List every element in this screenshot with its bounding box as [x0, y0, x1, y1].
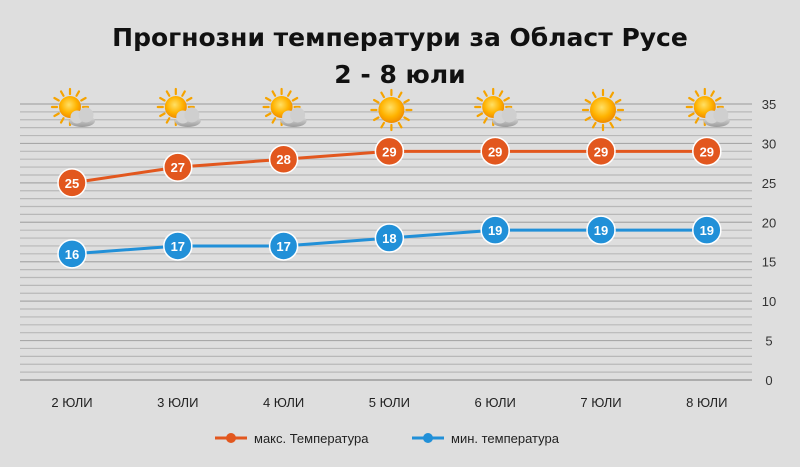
data-point — [374, 223, 405, 253]
series-min: 16 17 17 18 19 19 19 — [57, 215, 722, 269]
legend-label-min: мин. температура — [451, 431, 560, 446]
data-point — [163, 231, 193, 261]
y-tick-label: 25 — [762, 176, 776, 191]
x-tick-label: 8 ЮЛИ — [686, 395, 727, 410]
data-point — [268, 231, 299, 261]
x-tick-label: 4 ЮЛИ — [263, 395, 304, 410]
y-tick-label: 15 — [762, 255, 776, 270]
sun-cloud-icon — [474, 87, 519, 127]
legend-label-max: макс. Температура — [254, 431, 369, 446]
sun-cloud-icon — [262, 87, 307, 127]
data-label: 29 — [594, 144, 608, 159]
data-point — [480, 136, 510, 167]
x-tick-label: 5 ЮЛИ — [369, 395, 410, 410]
chart-title: Прогнозни температури за Област Русе — [112, 23, 688, 52]
data-label: 28 — [276, 152, 290, 167]
y-tick-label: 10 — [762, 294, 776, 309]
legend-entry-max: макс. Температура — [215, 431, 369, 446]
data-label: 18 — [382, 231, 396, 246]
data-label: 19 — [594, 223, 608, 238]
data-label: 17 — [276, 239, 290, 254]
data-label: 19 — [488, 223, 502, 238]
data-label: 19 — [700, 223, 714, 238]
data-point — [163, 152, 193, 182]
data-point — [374, 136, 405, 167]
sun-cloud-icon — [685, 87, 730, 127]
x-tick-label: 2 ЮЛИ — [51, 395, 92, 410]
data-point — [57, 239, 87, 269]
chart-subtitle: 2 - 8 юли — [334, 60, 465, 89]
data-label: 25 — [65, 176, 79, 191]
sun-cloud-icon — [156, 87, 201, 127]
sun-icon — [370, 88, 413, 132]
y-tick-label: 20 — [762, 215, 776, 230]
data-point — [480, 215, 510, 245]
data-label: 27 — [171, 160, 185, 175]
weather-icons — [50, 87, 730, 132]
data-point — [586, 136, 616, 167]
x-tick-label: 7 ЮЛИ — [580, 395, 621, 410]
sun-icon — [581, 88, 625, 132]
x-tick-label: 3 ЮЛИ — [157, 395, 198, 410]
data-point — [692, 215, 722, 245]
y-tick-label: 5 — [765, 334, 772, 349]
series-lines: 25 27 28 29 29 29 29 16 17 17 18 19 19 19 — [57, 136, 722, 269]
data-point — [57, 168, 87, 198]
data-point — [692, 136, 722, 167]
data-label: 29 — [700, 144, 714, 159]
series-max: 25 27 28 29 29 29 29 — [57, 136, 722, 198]
data-label: 17 — [171, 239, 185, 254]
data-point — [586, 215, 616, 245]
y-tick-label: 30 — [762, 136, 776, 151]
x-axis-tick-labels: 2 ЮЛИ 3 ЮЛИ 4 ЮЛИ 5 ЮЛИ 6 ЮЛИ 7 ЮЛИ 8 ЮЛИ — [51, 395, 727, 410]
data-label: 29 — [382, 144, 396, 159]
y-tick-label: 0 — [765, 373, 772, 388]
legend: макс. Температура мин. температура — [215, 431, 560, 446]
y-axis-tick-labels: 0 5 10 15 20 25 30 35 — [762, 97, 776, 388]
data-label: 16 — [65, 247, 79, 262]
data-label: 29 — [488, 144, 502, 159]
x-tick-label: 6 ЮЛИ — [475, 395, 516, 410]
data-point — [268, 144, 299, 174]
y-tick-label: 35 — [762, 97, 776, 112]
sun-cloud-icon — [50, 87, 95, 127]
legend-entry-min: мин. температура — [412, 431, 560, 446]
